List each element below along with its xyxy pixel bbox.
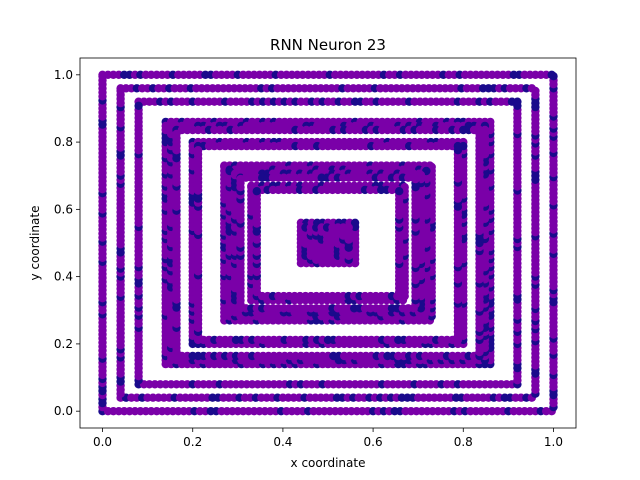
data-point [172, 129, 181, 139]
y-tick-label: 0.8 [54, 135, 73, 149]
x-tick-label: 0.4 [273, 435, 292, 449]
data-point [252, 187, 261, 196]
x-tick-label: 0.6 [364, 435, 383, 449]
data-point [134, 101, 143, 111]
y-axis-label: y coordinate [28, 206, 42, 281]
chart-title: RNN Neuron 23 [270, 36, 386, 54]
data-point [98, 72, 107, 81]
x-tick-label: 0.0 [93, 435, 112, 449]
data-point [531, 86, 540, 96]
data-point [344, 223, 353, 232]
data-point [475, 129, 484, 139]
data-point [513, 101, 522, 111]
data-point [236, 174, 245, 184]
data-point [116, 86, 125, 96]
data-point [193, 146, 203, 155]
data-point [453, 146, 463, 155]
y-tick-label: 0.6 [54, 202, 73, 216]
data-point [395, 187, 404, 196]
x-axis-label: x coordinate [291, 456, 366, 470]
y-tick-label: 0.0 [54, 404, 73, 418]
x-tick-label: 0.2 [183, 435, 202, 449]
y-tick-label: 1.0 [54, 68, 73, 82]
y-axis: 0.0 0.2 0.4 0.6 0.8 1.0 [54, 68, 80, 418]
x-tick-label: 1.0 [544, 435, 563, 449]
data-point [350, 222, 360, 232]
y-tick-label: 0.2 [54, 337, 73, 351]
y-tick-label: 0.4 [54, 270, 73, 284]
data-points [98, 70, 558, 416]
plot-frame [79, 57, 577, 429]
data-point [411, 174, 420, 184]
x-tick-label: 0.8 [454, 435, 473, 449]
x-axis: 0.0 0.2 0.4 0.6 0.8 1.0 [93, 428, 563, 449]
data-point [549, 72, 558, 81]
